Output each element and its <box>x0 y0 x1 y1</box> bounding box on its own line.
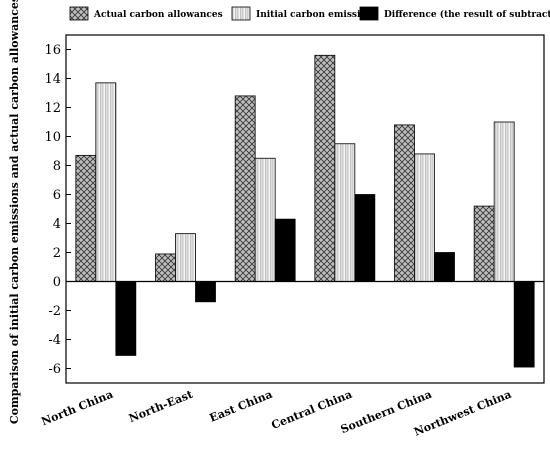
bar <box>354 194 376 282</box>
bars <box>75 54 535 368</box>
y-tick-label: 12 <box>44 101 61 116</box>
y-tick-label: 6 <box>53 188 61 203</box>
legend-swatch-difference <box>359 6 379 21</box>
y-axis: -6 -4 -2 0 2 4 6 8 10 12 14 16 <box>44 43 71 377</box>
y-tick-label: 8 <box>53 159 61 174</box>
legend-label-initial: Initial carbon emissions <box>256 10 378 20</box>
legend-label-actual: Actual carbon allowances <box>93 10 223 20</box>
bar <box>334 143 356 282</box>
bar <box>473 205 495 282</box>
plot-frame <box>65 34 545 384</box>
bar <box>254 157 276 282</box>
legend-label-difference: Difference (the result of subtraction) <box>384 9 550 20</box>
x-tick-label: North-East <box>127 387 195 425</box>
bar <box>493 121 515 282</box>
y-tick-label: 4 <box>53 217 61 232</box>
bar <box>75 154 97 282</box>
y-tick-label: 2 <box>53 246 61 261</box>
legend: Actual carbon allowances Initial carbon … <box>69 6 550 21</box>
y-tick-label: 0 <box>53 275 61 290</box>
bar <box>155 253 176 282</box>
bar <box>115 281 137 356</box>
legend-swatch-actual <box>69 6 89 21</box>
y-tick-label: -6 <box>48 362 61 377</box>
y-axis-label: Comparison of initial carbon emissions a… <box>8 0 21 424</box>
bar <box>314 54 336 282</box>
bar <box>175 233 196 282</box>
bar <box>95 82 117 282</box>
x-tick-label: East China <box>208 388 275 425</box>
bar <box>513 281 535 368</box>
y-tick-label: 10 <box>44 130 61 145</box>
bar <box>434 252 455 282</box>
x-tick-label: North China <box>39 388 114 429</box>
bar <box>234 95 256 282</box>
bar <box>274 218 296 282</box>
bar <box>394 124 415 282</box>
y-tick-label: -4 <box>48 333 61 348</box>
y-tick-label: 16 <box>44 43 61 58</box>
legend-swatch-initial <box>231 6 251 21</box>
y-tick-label: -2 <box>48 304 61 319</box>
bar <box>195 281 216 303</box>
bar <box>414 153 435 282</box>
y-tick-label: 14 <box>44 72 61 87</box>
